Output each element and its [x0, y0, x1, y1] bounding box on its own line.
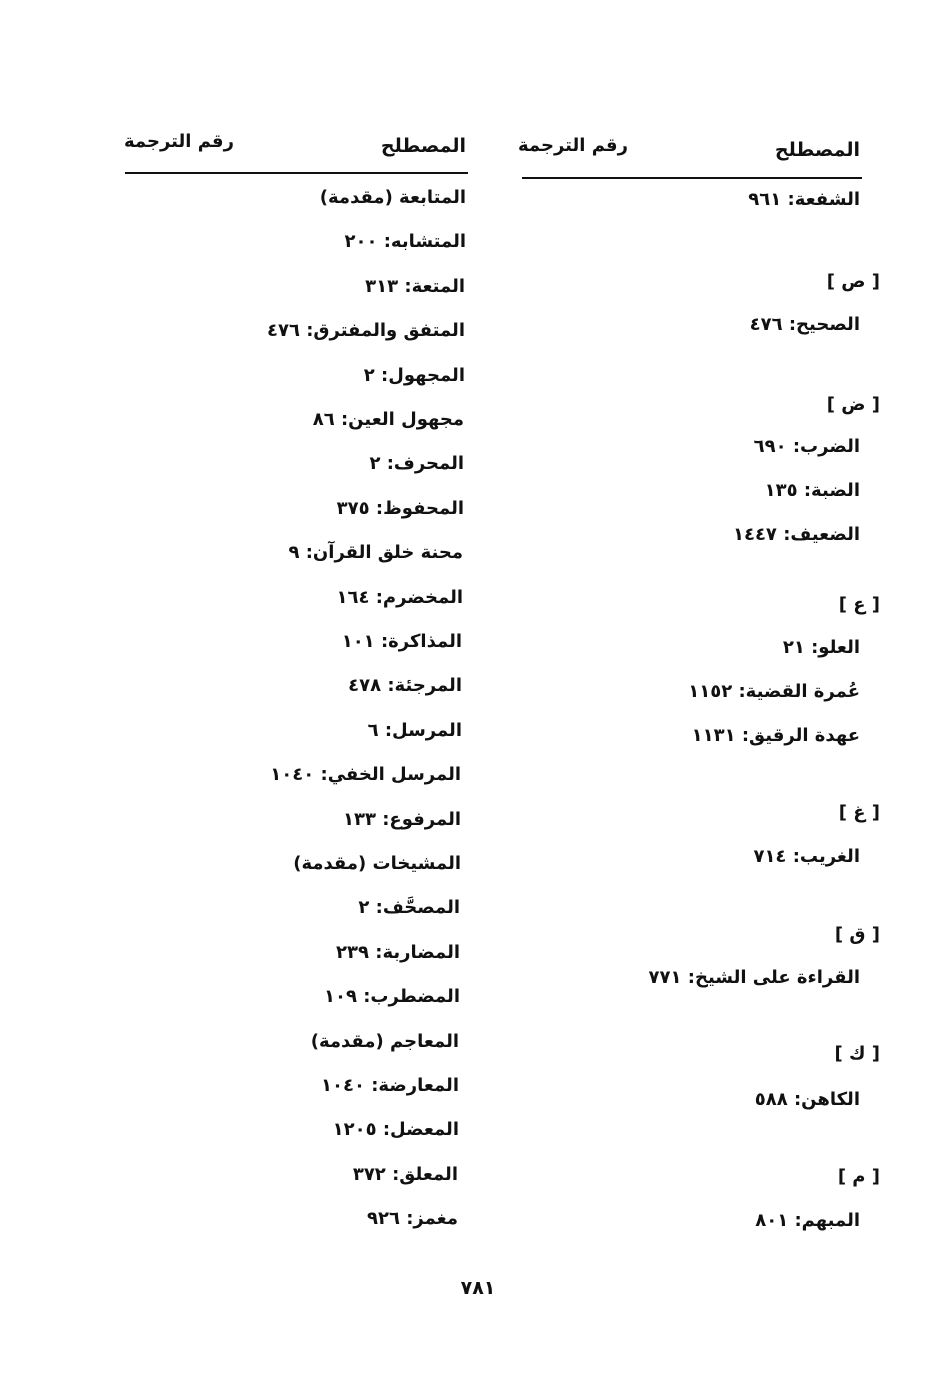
index-entry: المضطرب: ١٠٩ [324, 986, 460, 1008]
index-entry: الضعيف: ١٤٤٧ [732, 524, 860, 545]
right-header-term: المصطلح [774, 139, 860, 161]
index-entry: الضرب: ٦٩٠ [753, 436, 860, 457]
right-header-rule [522, 177, 862, 179]
index-entry: الشفعة: ٩٦١ [748, 189, 860, 210]
index-entry: المتابعة (مقدمة) [319, 187, 466, 208]
index-entry: المعلق: ٣٧٢ [352, 1163, 458, 1185]
index-entry: المرسل: ٦ [367, 719, 462, 741]
index-entry: العلو: ٢١ [782, 637, 860, 658]
letter-heading: [ ق ] [834, 924, 880, 945]
index-entry: الصحيح: ٤٧٦ [749, 314, 860, 335]
index-entry: المحرف: ٢ [369, 453, 464, 475]
index-entry: المحفوظ: ٣٧٥ [336, 497, 464, 519]
letter-heading: [ ض ] [826, 394, 880, 415]
index-entry: محنة خلق القرآن: ٩ [288, 542, 463, 564]
letter-heading: [ غ ] [838, 802, 880, 823]
letter-heading: [ ك ] [834, 1043, 880, 1064]
index-entry: المرسل الخفي: ١٠٤٠ [270, 764, 461, 786]
index-entry: عُمرة القضية: ١١٥٢ [688, 681, 860, 702]
index-entry: المتعة: ٣١٣ [365, 275, 465, 297]
index-entry: مغمز: ٩٢٦ [366, 1208, 458, 1230]
letter-heading: [ ع ] [838, 594, 880, 615]
index-entry: المجهول: ٢ [363, 364, 465, 386]
index-entry: المبهم: ٨٠١ [755, 1210, 860, 1231]
index-entry: المرجئة: ٤٧٨ [348, 675, 462, 697]
page-number: ٧٨١ [460, 1277, 496, 1299]
letter-heading: [ م ] [837, 1166, 880, 1187]
index-entry: المعارضة: ١٠٤٠ [320, 1075, 459, 1096]
index-entry: المتفق والمفترق: ٤٧٦ [266, 320, 465, 342]
index-entry: المتشابه: ٢٠٠ [344, 231, 466, 253]
index-entry: الغريب: ٧١٤ [753, 846, 860, 867]
index-entry: المذاكرة: ١٠١ [341, 631, 462, 652]
index-entry: المخضرم: ١٦٤ [336, 586, 463, 608]
index-entry: المعضل: ١٢٠٥ [332, 1119, 459, 1141]
left-header-number: رقم الترجمة [124, 131, 234, 152]
index-entry: الضبة: ١٣٥ [764, 480, 860, 501]
index-entry: المشيخات (مقدمة) [293, 853, 461, 874]
left-header-rule [125, 172, 468, 174]
index-entry: المرفوع: ١٣٣ [343, 808, 461, 830]
index-entry: القراءة على الشيخ: ٧٧١ [648, 967, 860, 988]
left-header-term: المصطلح [380, 135, 466, 157]
index-entry: مجهول العين: ٨٦ [312, 409, 464, 430]
index-entry: المصحَّف: ٢ [358, 897, 460, 919]
index-entry: عهدة الرقيق: ١١٣١ [691, 725, 860, 746]
letter-heading: [ ص ] [826, 271, 880, 292]
index-entry: المعاجم (مقدمة) [310, 1030, 459, 1052]
index-entry: المضاربة: ٢٣٩ [336, 941, 460, 963]
right-header-number: رقم الترجمة [518, 135, 628, 156]
index-entry: الكاهن: ٥٨٨ [754, 1089, 860, 1110]
